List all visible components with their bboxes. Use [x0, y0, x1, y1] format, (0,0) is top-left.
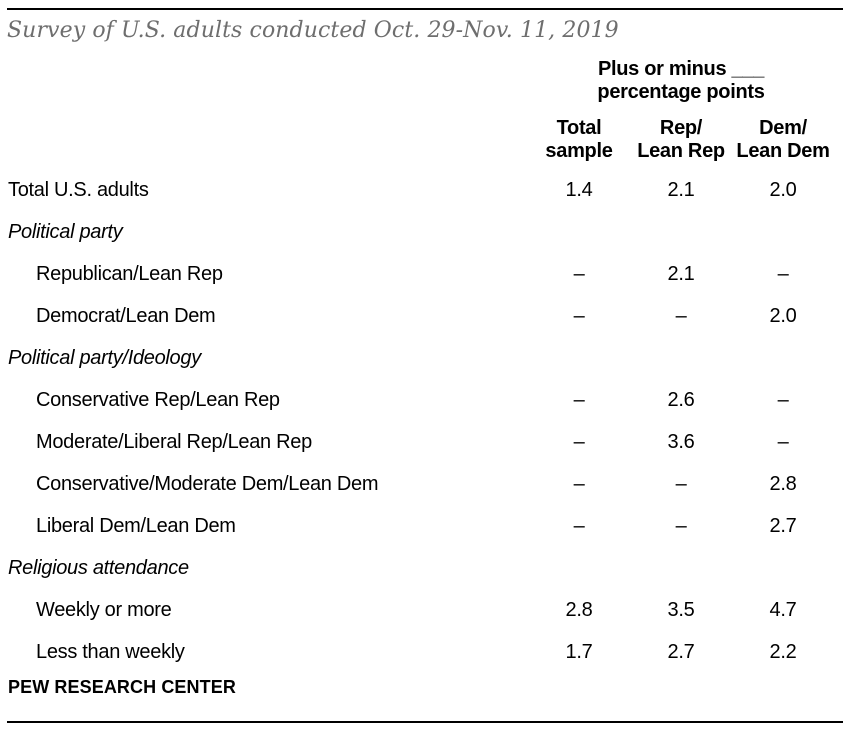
- survey-note: Survey of U.S. adults conducted Oct. 29-…: [7, 18, 619, 43]
- row-label: Weekly or more: [36, 598, 172, 621]
- cell-total-sample: –: [573, 472, 585, 495]
- cell-rep: 2.6: [667, 388, 695, 411]
- section-label: Political party/Ideology: [8, 346, 201, 369]
- cell-rep: 3.5: [667, 598, 695, 621]
- section-row: Political party: [8, 211, 842, 253]
- cell-dem: –: [777, 262, 789, 285]
- column-header-rep-lean-rep: Rep/ Lean Rep: [637, 117, 725, 162]
- table-row: Moderate/Liberal Rep/Lean Rep – 3.6 –: [8, 421, 842, 463]
- cell-total-sample: –: [573, 388, 585, 411]
- cell-dem: 2.8: [769, 472, 797, 495]
- source-attribution: PEW RESEARCH CENTER: [8, 677, 236, 697]
- row-label: Democrat/Lean Dem: [36, 304, 216, 327]
- cell-rep: 2.1: [667, 178, 695, 201]
- moe-table: Plus or minus ___ percentage points Tota…: [8, 43, 842, 673]
- cell-total-sample: 2.8: [565, 598, 593, 621]
- row-label: Total U.S. adults: [8, 178, 149, 201]
- group-header-row: Plus or minus ___ percentage points: [8, 43, 842, 104]
- cell-dem: 2.0: [769, 178, 797, 201]
- group-header: Plus or minus ___ percentage points: [597, 58, 765, 103]
- row-label: Liberal Dem/Lean Dem: [36, 514, 236, 537]
- cell-total-sample: –: [573, 514, 585, 537]
- cell-dem: 2.0: [769, 304, 797, 327]
- section-label: Religious attendance: [8, 556, 189, 579]
- cell-rep: –: [675, 472, 687, 495]
- column-headers: Total sample Rep/ Lean Rep Dem/ Lean Dem: [8, 117, 842, 163]
- section-label: Political party: [8, 220, 123, 243]
- table-row: Conservative Rep/Lean Rep – 2.6 –: [8, 379, 842, 421]
- row-label: Less than weekly: [36, 640, 185, 663]
- cell-rep: 2.1: [667, 262, 695, 285]
- cell-total-sample: –: [573, 304, 585, 327]
- row-label: Conservative/Moderate Dem/Lean Dem: [36, 472, 379, 495]
- cell-dem: –: [777, 430, 789, 453]
- table-row: Republican/Lean Rep – 2.1 –: [8, 253, 842, 295]
- section-row: Religious attendance: [8, 547, 842, 589]
- table-row: Conservative/Moderate Dem/Lean Dem – – 2…: [8, 463, 842, 505]
- row-label: Republican/Lean Rep: [36, 262, 223, 285]
- top-rule: [7, 8, 843, 10]
- table-row: Less than weekly 1.7 2.7 2.2: [8, 631, 842, 673]
- cell-total-sample: –: [573, 430, 585, 453]
- table-row: Weekly or more 2.8 3.5 4.7: [8, 589, 842, 631]
- table-row: Liberal Dem/Lean Dem – – 2.7: [8, 505, 842, 547]
- column-header-total-sample: Total sample: [545, 117, 613, 162]
- row-label: Moderate/Liberal Rep/Lean Rep: [36, 430, 312, 453]
- section-row: Political party/Ideology: [8, 337, 842, 379]
- cell-dem: –: [777, 388, 789, 411]
- table-body: Total U.S. adults 1.4 2.1 2.0 Political …: [8, 169, 842, 673]
- cell-rep: 3.6: [667, 430, 695, 453]
- row-label: Conservative Rep/Lean Rep: [36, 388, 280, 411]
- cell-total-sample: 1.7: [565, 640, 593, 663]
- cell-total-sample: –: [573, 262, 585, 285]
- table-row: Democrat/Lean Dem – – 2.0: [8, 295, 842, 337]
- cell-rep: –: [675, 304, 687, 327]
- bottom-rule: [7, 721, 843, 723]
- cell-total-sample: 1.4: [565, 178, 593, 201]
- cell-dem: 4.7: [769, 598, 797, 621]
- cell-dem: 2.2: [769, 640, 797, 663]
- table-row: Total U.S. adults 1.4 2.1 2.0: [8, 169, 842, 211]
- cell-rep: 2.7: [667, 640, 695, 663]
- cell-rep: –: [675, 514, 687, 537]
- cell-dem: 2.7: [769, 514, 797, 537]
- column-header-dem-lean-dem: Dem/ Lean Dem: [736, 117, 830, 162]
